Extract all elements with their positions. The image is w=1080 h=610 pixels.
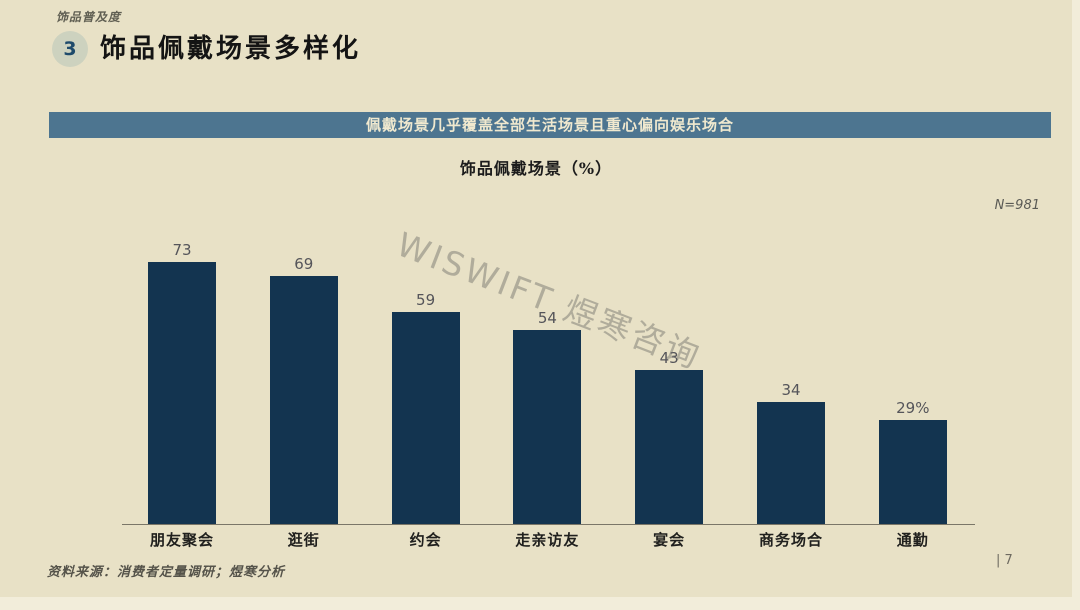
x-axis-tick-label: 约会 <box>409 531 442 549</box>
key-message-banner: 佩戴场景几乎覆盖全部生活场景且重心偏向娱乐场合 <box>49 112 1051 138</box>
x-axis-tick-label: 通勤 <box>896 531 929 549</box>
bar-逛街 <box>269 276 338 524</box>
bar-宴会 <box>635 370 704 524</box>
chart-title: 饰品佩戴场景（%） <box>459 159 613 178</box>
source-note: 资料来源：消费者定量调研；煜寒分析 <box>47 565 286 580</box>
bar-商务场合 <box>757 402 825 524</box>
bar-value-label: 59 <box>416 291 436 309</box>
bar-约会 <box>391 312 460 524</box>
bar-朋友聚会 <box>148 262 216 524</box>
bar-value-label: 29% <box>896 399 930 417</box>
bar-走亲访友 <box>513 330 582 524</box>
x-axis-line <box>122 524 975 525</box>
bar-通勤 <box>878 420 947 524</box>
bar-value-label: 73 <box>172 241 192 259</box>
bar-chart: 73 朋友聚会 69 逛街 59 约会 54 走亲访友 43 宴会 34 商务场合 29% 通勤 <box>122 241 975 549</box>
x-axis-tick-label: 朋友聚会 <box>149 531 214 549</box>
x-axis-tick-label: 逛街 <box>287 531 320 549</box>
bar-value-label: 69 <box>294 255 314 273</box>
slide: 饰品普及度 3 饰品佩戴场景多样化 佩戴场景几乎覆盖全部生活场景且重心偏向娱乐场… <box>0 0 1072 597</box>
section-kicker: 饰品普及度 <box>56 10 122 24</box>
bar-value-label: 43 <box>659 349 679 367</box>
page-title: 饰品佩戴场景多样化 <box>100 34 362 64</box>
x-axis-tick-label: 宴会 <box>653 531 686 549</box>
sample-size-note: N=981 <box>994 198 1040 213</box>
x-axis-tick-label: 商务场合 <box>758 531 823 549</box>
bar-value-label: 34 <box>781 381 801 399</box>
page-number: | 7 <box>996 553 1013 568</box>
x-axis-tick-label: 走亲访友 <box>515 531 580 549</box>
slide-number-badge: 3 <box>52 31 88 67</box>
bar-value-label: 54 <box>537 309 557 327</box>
